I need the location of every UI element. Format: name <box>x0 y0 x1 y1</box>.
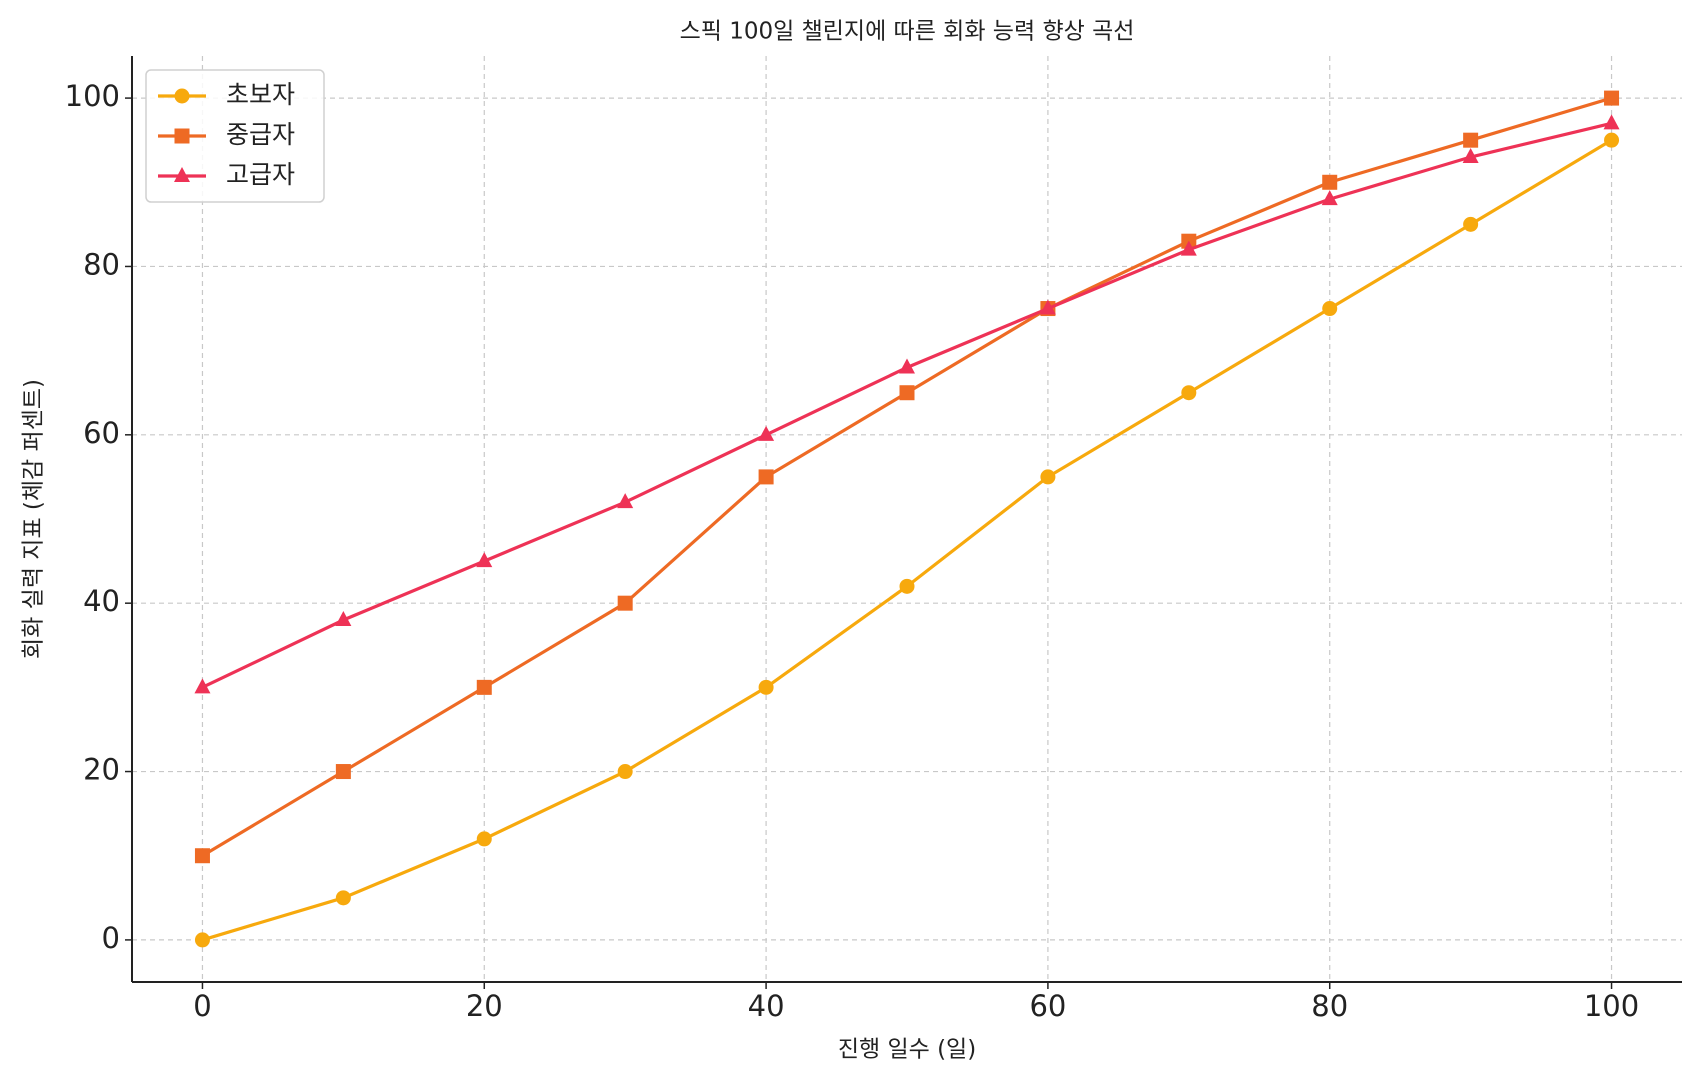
marker <box>1180 240 1197 256</box>
marker <box>194 678 211 694</box>
marker <box>899 578 915 594</box>
marker <box>1181 385 1197 401</box>
legend-label: 중급자 <box>226 120 295 149</box>
x-tick-label: 80 <box>1311 989 1348 1023</box>
marker <box>1463 216 1479 232</box>
marker <box>476 679 492 695</box>
marker <box>899 358 915 374</box>
marker <box>476 831 492 847</box>
legend-marker <box>174 128 190 144</box>
marker <box>1604 132 1620 148</box>
y-tick-label: 60 <box>83 416 120 450</box>
marker <box>1462 148 1479 164</box>
marker <box>1603 114 1620 130</box>
marker <box>1604 90 1620 106</box>
y-tick-label: 20 <box>83 753 120 787</box>
y-tick-label: 80 <box>83 247 120 281</box>
y-axis-label: 회화 실력 지표 (체감 퍼센트) <box>21 379 47 659</box>
marker <box>476 552 493 568</box>
marker <box>335 764 351 780</box>
y-tick-label: 40 <box>83 584 120 618</box>
marker <box>1463 132 1479 148</box>
series-line <box>201 96 1613 858</box>
y-tick-label: 0 <box>102 921 120 955</box>
legend-label: 초보자 <box>226 80 295 109</box>
marker <box>758 679 774 695</box>
x-tick-label: 0 <box>193 989 211 1023</box>
marker <box>758 469 774 485</box>
marker <box>617 764 633 780</box>
marker <box>1321 190 1338 206</box>
marker <box>194 932 210 948</box>
marker <box>194 848 210 864</box>
marker <box>335 890 351 906</box>
x-tick-label: 40 <box>748 989 785 1023</box>
chart-title: 스픽 100일 챌린지에 따른 회화 능력 향상 곡선 <box>680 19 1135 45</box>
legend-marker <box>174 88 190 104</box>
marker <box>617 493 634 509</box>
x-tick-label: 20 <box>466 989 503 1023</box>
marker <box>1322 174 1338 190</box>
marker <box>335 611 352 627</box>
y-tick-label: 100 <box>65 79 120 113</box>
marker <box>617 595 633 611</box>
legend-marker <box>174 167 190 182</box>
marker <box>1040 469 1056 485</box>
marker <box>1039 299 1056 315</box>
x-axis-label: 진행 일수 (일) <box>838 1037 976 1063</box>
series-line <box>201 138 1613 942</box>
marker <box>899 385 915 401</box>
x-tick-label: 100 <box>1584 989 1639 1023</box>
marker <box>1322 301 1338 317</box>
x-tick-label: 60 <box>1029 989 1066 1023</box>
legend-box <box>145 69 325 203</box>
legend-label: 고급자 <box>226 160 295 189</box>
marker <box>758 425 775 441</box>
